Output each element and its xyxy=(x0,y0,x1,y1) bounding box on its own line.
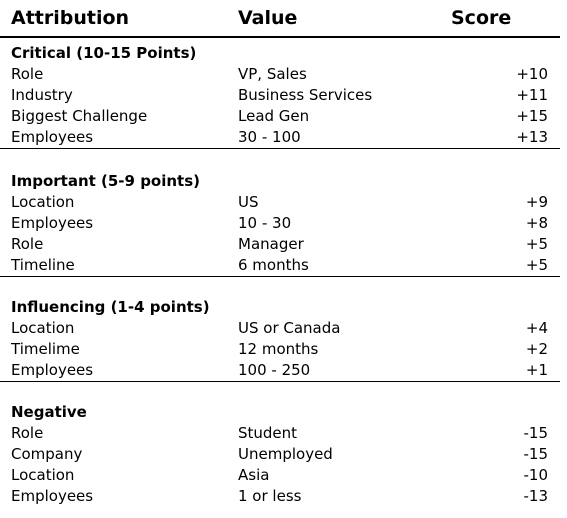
table-header: Attribution Value Score xyxy=(0,0,560,38)
score-cell: -13 xyxy=(523,487,549,505)
table-row: Biggest Challenge Lead Gen +15 xyxy=(0,106,560,127)
attribution-cell: Industry xyxy=(11,86,73,104)
table-row: Timelime 12 months +2 xyxy=(0,339,560,360)
value-cell: 12 months xyxy=(238,340,319,358)
score-cell: +11 xyxy=(516,86,548,104)
value-cell: Unemployed xyxy=(238,445,333,463)
value-cell: Asia xyxy=(238,466,270,484)
attribution-cell: Timeline xyxy=(11,256,75,274)
value-cell: Student xyxy=(238,424,298,442)
value-cell: Manager xyxy=(238,235,304,253)
score-cell: -15 xyxy=(523,445,549,463)
attribution-cell: Timelime xyxy=(11,340,80,358)
table-row: Employees 10 - 30 +8 xyxy=(0,213,560,234)
value-cell: US or Canada xyxy=(238,319,341,337)
table-row: Employees 30 - 100 +13 xyxy=(0,127,560,149)
attribution-cell: Employees xyxy=(11,214,94,232)
attribution-cell: Employees xyxy=(11,361,94,379)
attribution-cell: Location xyxy=(11,319,75,337)
score-column-header: Score xyxy=(451,7,512,29)
score-cell: -10 xyxy=(523,466,549,484)
score-cell: +8 xyxy=(525,214,548,232)
table-row: Location US +9 xyxy=(0,192,560,213)
attribution-cell: Role xyxy=(11,424,44,442)
score-cell: +13 xyxy=(516,128,548,146)
score-cell: -15 xyxy=(523,424,549,442)
value-cell: 1 or less xyxy=(238,487,302,505)
table-row: Employees 100 - 250 +1 xyxy=(0,360,560,382)
score-cell: +1 xyxy=(525,361,548,379)
section-critical: Critical (10-15 Points) Role VP, Sales +… xyxy=(0,43,560,149)
section-important: Important (5-9 points) Location US +9 Em… xyxy=(0,171,560,277)
score-cell: +5 xyxy=(525,235,548,253)
attribution-cell: Role xyxy=(11,235,44,253)
table-row: Role Student -15 xyxy=(0,423,560,444)
score-cell: +9 xyxy=(525,193,548,211)
table-row: Industry Business Services +11 xyxy=(0,85,560,106)
table-row: Employees 1 or less -13 xyxy=(0,486,560,507)
section-title: Critical (10-15 Points) xyxy=(11,44,197,62)
value-cell: 10 - 30 xyxy=(238,214,292,232)
section-negative: Negative Role Student -15 Company Unempl… xyxy=(0,402,560,507)
table-row: Role VP, Sales +10 xyxy=(0,64,560,85)
value-cell: Lead Gen xyxy=(238,107,310,125)
attribution-cell: Employees xyxy=(11,487,94,505)
value-cell: US xyxy=(238,193,259,211)
value-cell: Business Services xyxy=(238,86,373,104)
score-cell: +15 xyxy=(516,107,548,125)
value-cell: 6 months xyxy=(238,256,309,274)
table-row: Location US or Canada +4 xyxy=(0,318,560,339)
attribution-cell: Location xyxy=(11,466,75,484)
value-cell: VP, Sales xyxy=(238,65,307,83)
section-influencing: Influencing (1-4 points) Location US or … xyxy=(0,297,560,382)
attribution-column-header: Attribution xyxy=(11,7,130,29)
section-title: Influencing (1-4 points) xyxy=(11,298,210,316)
attribution-cell: Biggest Challenge xyxy=(11,107,148,125)
attribution-cell: Employees xyxy=(11,128,94,146)
score-cell: +2 xyxy=(525,340,548,358)
value-column-header: Value xyxy=(238,7,298,29)
value-cell: 100 - 250 xyxy=(238,361,311,379)
value-cell: 30 - 100 xyxy=(238,128,301,146)
attribution-cell: Location xyxy=(11,193,75,211)
table-row: Role Manager +5 xyxy=(0,234,560,255)
score-cell: +10 xyxy=(516,65,548,83)
section-title: Important (5-9 points) xyxy=(11,172,201,190)
score-cell: +4 xyxy=(525,319,548,337)
attribution-cell: Role xyxy=(11,65,44,83)
table-row: Timeline 6 months +5 xyxy=(0,255,560,277)
table-row: Location Asia -10 xyxy=(0,465,560,486)
table-row: Company Unemployed -15 xyxy=(0,444,560,465)
section-title: Negative xyxy=(11,403,87,421)
attribution-cell: Company xyxy=(11,445,83,463)
score-cell: +5 xyxy=(525,256,548,274)
